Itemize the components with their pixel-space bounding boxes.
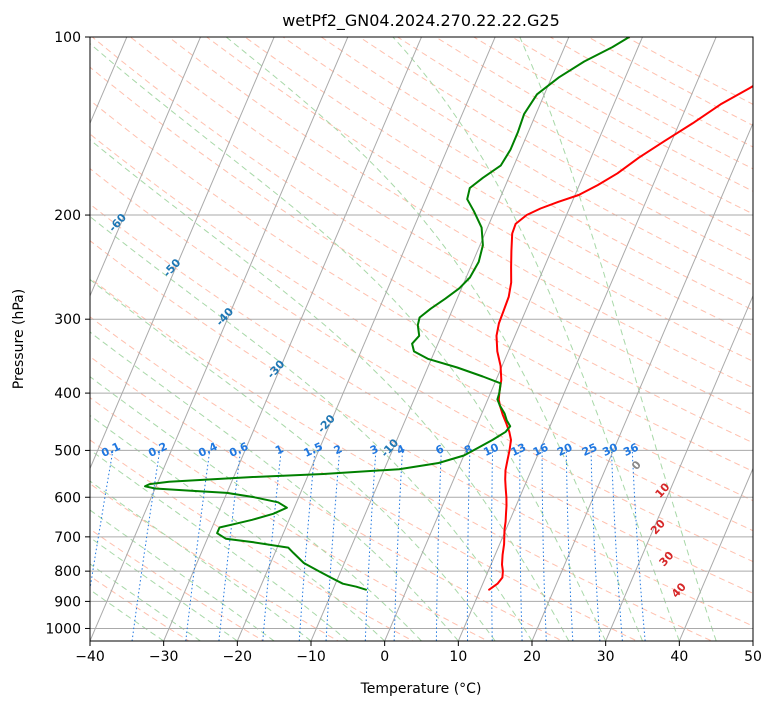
mixing-ratio-label: 36	[621, 441, 641, 459]
x-tick-label: 50	[744, 649, 762, 665]
mixing-ratio-label: 16	[531, 441, 551, 459]
y-tick-label: 800	[54, 564, 81, 580]
y-tick-label: 500	[54, 443, 81, 459]
x-tick-label: −30	[149, 649, 179, 665]
dry-adiabat	[244, 37, 753, 336]
mixing-ratio-line	[364, 450, 377, 641]
isotherm-line	[90, 37, 202, 298]
mixing-ratio-line	[325, 450, 341, 641]
dry-adiabat	[168, 37, 753, 389]
mixing-ratio-label: 20	[555, 441, 575, 459]
x-axis-ticks: −40 −30 −20 −10 0 10 20 30 40 50	[75, 641, 762, 665]
isotherm-line	[605, 294, 753, 641]
mixing-ratio-label: 10	[481, 441, 501, 459]
mixing-ratio-line	[590, 450, 601, 641]
mixing-ratio-line	[298, 450, 316, 641]
mixing-ratio-line	[565, 450, 574, 641]
y-tick-label: 400	[54, 386, 81, 402]
mixing-ratio-line	[131, 450, 161, 641]
moist-adiabat	[392, 37, 680, 641]
mixing-ratio-line	[519, 450, 523, 641]
mixing-ratio-line	[466, 450, 471, 641]
isotherm-line	[310, 37, 570, 641]
mixing-ratio-line	[393, 450, 403, 641]
dry-adiabat	[282, 37, 753, 311]
temperature-trace	[488, 84, 753, 591]
y-axis-ticks: 100 200 300 400 500 600 700 800 900 1000	[45, 30, 90, 637]
isotherm-line	[531, 122, 753, 641]
isotherm-line	[90, 37, 349, 641]
mixing-ratio-label: 25	[580, 441, 599, 459]
dry-adiabat	[90, 240, 753, 627]
moist-adiabat	[519, 37, 717, 641]
chart-title: wetPf2_GN04.2024.270.22.22.G25	[282, 11, 560, 31]
y-tick-label: 100	[54, 30, 81, 46]
x-tick-label: 0	[380, 649, 389, 665]
dry-adiabat	[90, 277, 713, 641]
dry-adiabat	[130, 37, 753, 416]
moist-adiabat	[90, 215, 533, 641]
dry-adiabat	[90, 528, 265, 641]
x-tick-label: −20	[223, 649, 253, 665]
mixing-ratio-label: 13	[509, 441, 528, 459]
mixing-ratio-label: 30	[600, 441, 620, 459]
isotherm-line	[163, 37, 423, 641]
mixing-ratio-line	[435, 450, 442, 641]
mixing-ratio-line	[218, 450, 241, 641]
plot-frame	[89, 36, 754, 642]
isotherm-line	[384, 37, 644, 641]
moist-adiabat	[90, 139, 570, 641]
x-tick-label: 10	[449, 649, 467, 665]
mixing-ratio-line	[262, 450, 282, 641]
y-tick-label: 600	[54, 490, 81, 506]
x-tick-label: 20	[523, 649, 541, 665]
y-tick-label: 300	[54, 312, 81, 328]
x-tick-label: 40	[670, 649, 688, 665]
dewpoint-trace	[144, 37, 631, 591]
moist-adiabat	[90, 376, 422, 641]
y-tick-label: 200	[54, 208, 81, 224]
y-tick-label: 700	[54, 530, 81, 546]
mixing-ratio-line	[491, 450, 494, 641]
x-tick-label: 30	[597, 649, 615, 665]
moist-adiabat	[90, 509, 275, 641]
y-axis-label: Pressure (hPa)	[11, 289, 27, 389]
moist-adiabat	[225, 37, 643, 641]
y-tick-label: 900	[54, 594, 81, 610]
background-lines	[90, 37, 753, 641]
isotherm-line	[236, 37, 496, 641]
isotherm-line	[90, 37, 275, 470]
sounding-traces	[144, 37, 753, 591]
moist-adiabat	[90, 278, 496, 641]
x-tick-label: −40	[75, 649, 105, 665]
mixing-ratio-line	[541, 450, 547, 641]
moist-adiabat	[90, 43, 607, 641]
x-tick-label: −10	[296, 649, 326, 665]
dry-adiabat	[90, 356, 564, 641]
isotherm-line	[678, 467, 753, 641]
mixing-ratio-line	[185, 450, 211, 641]
isotherm-line	[457, 37, 717, 641]
mixing-ratio-line	[611, 450, 623, 641]
y-tick-label: 1000	[45, 621, 81, 637]
mixing-ratio-line	[631, 450, 646, 641]
x-axis-label: Temperature (°C)	[360, 681, 482, 697]
moist-adiabat	[90, 589, 164, 641]
